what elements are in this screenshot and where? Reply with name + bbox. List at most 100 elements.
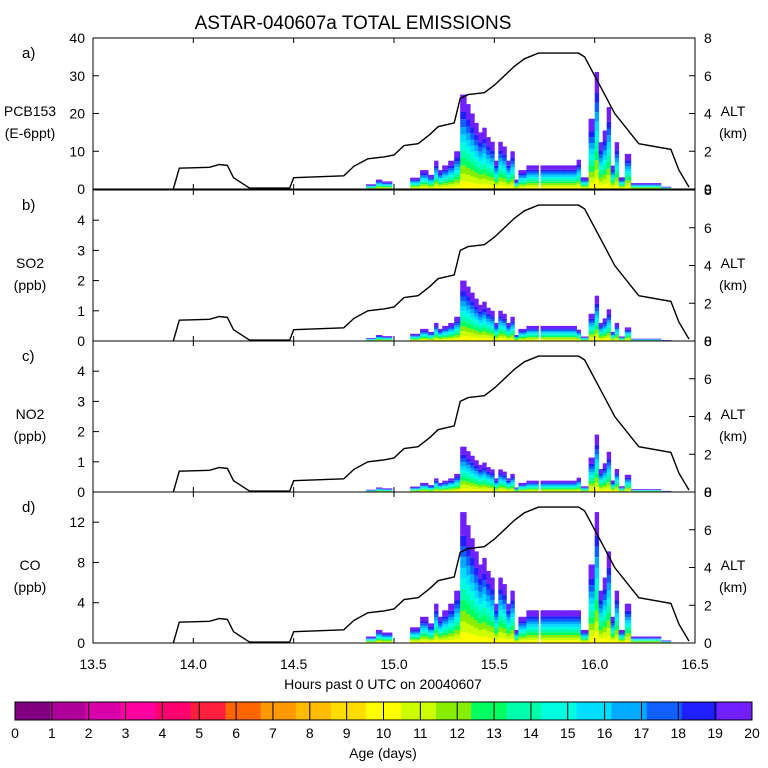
emission-bar-segment — [558, 187, 561, 189]
emission-bar-segment — [524, 335, 527, 337]
emission-bar-segment — [506, 165, 509, 169]
emission-bar-segment — [522, 175, 525, 177]
emission-bar-segment — [584, 489, 587, 491]
emission-bar-segment — [498, 173, 501, 178]
emission-bar-segment — [424, 179, 427, 182]
emission-bar-segment — [546, 482, 549, 484]
emission-bar-segment — [590, 486, 594, 490]
emission-bar-segment — [436, 182, 439, 185]
emission-bar-segment — [375, 185, 379, 187]
emission-bar-segment — [616, 484, 620, 487]
emission-bar-segment — [464, 484, 467, 489]
emission-bar-segment — [486, 154, 489, 160]
emission-bar-segment — [588, 327, 591, 330]
emission-bar-segment — [375, 487, 379, 489]
emission-bar-segment — [454, 480, 457, 482]
emission-bar-segment — [550, 177, 553, 180]
emission-bar-segment — [508, 182, 511, 185]
emission-bar-segment — [622, 487, 626, 488]
emission-bar-segment — [582, 180, 585, 182]
emission-bar-segment — [512, 483, 515, 485]
emission-bar-segment — [526, 490, 529, 491]
emission-bar-segment — [596, 102, 600, 113]
emission-bar-segment — [454, 335, 457, 338]
emission-bar-segment — [502, 146, 505, 155]
emission-bar-segment — [616, 177, 620, 182]
emission-bar-segment — [438, 338, 441, 339]
emission-bar-segment — [371, 338, 375, 339]
emission-bar-segment — [542, 334, 545, 336]
emission-bar-segment — [472, 483, 475, 487]
emission-bar-segment — [616, 338, 620, 340]
emission-bar-segment — [432, 489, 435, 490]
emission-bar-segment — [520, 489, 523, 491]
emission-bar-segment — [628, 171, 632, 175]
emission-bar-segment — [508, 172, 511, 175]
emission-bar-segment — [570, 339, 573, 341]
emission-bar-segment — [656, 187, 660, 188]
emission-bar-segment — [526, 179, 529, 182]
emission-bar-segment — [524, 482, 527, 485]
emission-bar-segment — [470, 182, 473, 189]
emission-bar-segment — [518, 176, 521, 179]
emission-bar-segment — [604, 489, 608, 492]
emission-bar-segment — [540, 337, 543, 339]
emission-bar-segment — [546, 183, 549, 186]
emission-bar-segment — [416, 636, 419, 638]
emission-bar-segment — [626, 186, 630, 189]
emission-bar-segment — [654, 188, 658, 189]
emission-bar-segment — [554, 484, 557, 486]
emission-bar-segment — [412, 183, 415, 185]
emission-bar-segment — [626, 482, 630, 484]
emission-bar-segment — [510, 327, 513, 330]
panel-letter: b) — [22, 197, 35, 214]
emission-bar-segment — [540, 177, 543, 180]
emission-bar-segment — [428, 331, 431, 334]
emission-bar-segment — [426, 331, 429, 333]
emission-bar-segment — [410, 183, 413, 185]
emission-bar-segment — [478, 464, 481, 470]
emission-bar-segment — [468, 458, 471, 462]
emission-bar-segment — [488, 338, 491, 341]
emission-bar-segment — [490, 154, 493, 159]
emission-bar-segment — [560, 177, 563, 180]
emission-bar-segment — [382, 638, 385, 640]
emission-bar-segment — [474, 479, 477, 482]
emission-bar-segment — [490, 323, 493, 327]
emission-bar-segment — [375, 340, 379, 341]
emission-bar-segment — [410, 336, 413, 338]
emission-bar-segment — [468, 154, 471, 162]
emission-bar-segment — [434, 172, 437, 175]
emission-bar-segment — [626, 484, 630, 487]
emission-bar-segment — [522, 178, 525, 180]
emission-bar-segment — [604, 326, 608, 328]
emission-bar-segment — [524, 334, 527, 336]
emission-bar-segment — [576, 487, 579, 489]
emission-bar-segment — [556, 187, 559, 189]
emission-bar-segment — [576, 179, 579, 182]
emission-bar-segment — [524, 486, 527, 488]
emission-bar-segment — [568, 338, 571, 340]
emission-bar-segment — [576, 167, 579, 170]
emission-bar-segment — [570, 329, 573, 332]
emission-bar-segment — [488, 316, 491, 320]
emission-bar-segment — [500, 318, 503, 322]
emission-bar-segment — [608, 333, 612, 336]
emission-bar-segment — [434, 179, 437, 182]
emission-bar-segment — [566, 485, 569, 487]
emission-bar-segment — [460, 173, 463, 182]
y-tick-label: 20 — [69, 106, 85, 122]
emission-bar-segment — [572, 333, 575, 335]
emission-bar-segment — [512, 487, 515, 489]
alt-tick-label: 2 — [704, 143, 712, 159]
emission-bar-segment — [458, 329, 461, 332]
emission-bar-segment — [548, 482, 551, 484]
emission-bar-segment — [594, 102, 598, 113]
emission-bar-segment — [562, 171, 565, 174]
emission-bar-segment — [468, 482, 471, 486]
emission-bar-segment — [556, 165, 559, 170]
emission-bar-segment — [606, 462, 610, 466]
emission-bar-segment — [598, 476, 602, 479]
emission-bar-segment — [566, 181, 569, 184]
emission-bar-segment — [514, 338, 517, 339]
